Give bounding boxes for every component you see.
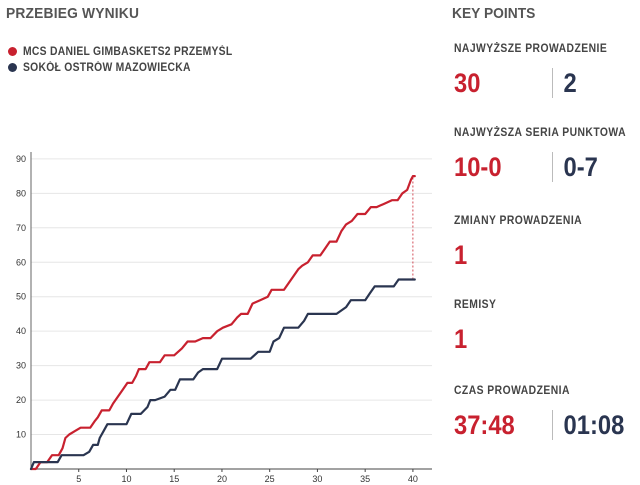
- highest-lead-label: NAJWYŻSZE PROWADZENIE: [454, 43, 608, 55]
- legend-label-home: MCS DANIEL GIMBASKETS2 PRZEMYŚL: [23, 45, 233, 58]
- longest-run-label: NAJWYŻSZA SERIA PUNKTOWA: [454, 127, 626, 139]
- time-leading-section: CZAS PROWADZENIA 37:48 01:08: [454, 385, 634, 441]
- y-tick-label: 60: [16, 257, 26, 267]
- ties-label: REMISY: [454, 299, 497, 311]
- score-progression-title: PRZEBIEG WYNIKU: [6, 5, 140, 22]
- x-tick-label: 30: [312, 474, 322, 484]
- x-tick-label: 20: [217, 474, 227, 484]
- y-tick-label: 90: [16, 154, 26, 164]
- x-tick-label: 40: [408, 474, 418, 484]
- legend-item-home: MCS DANIEL GIMBASKETS2 PRZEMYŚL: [8, 44, 256, 59]
- y-tick-label: 20: [16, 395, 26, 405]
- y-tick-label: 40: [16, 326, 26, 336]
- time-leading-home: 37:48: [454, 410, 515, 440]
- series-line-home: [29, 175, 416, 471]
- divider: [552, 152, 553, 182]
- longest-run-away: 0-7: [563, 152, 598, 182]
- y-tick-label: 30: [16, 361, 26, 371]
- x-tick-label: 25: [265, 474, 275, 484]
- time-leading-label: CZAS PROWADZENIA: [454, 385, 570, 397]
- highest-lead-section: NAJWYŻSZE PROWADZENIE 30 2: [454, 43, 634, 99]
- x-tick-label: 15: [169, 474, 179, 484]
- divider: [551, 410, 553, 440]
- chart-legend: MCS DANIEL GIMBASKETS2 PRZEMYŚL SOKÓŁ OS…: [8, 44, 256, 76]
- lead-changes-label: ZMIANY PROWADZENIA: [454, 215, 583, 227]
- y-tick-label: 70: [16, 223, 26, 233]
- divider: [552, 68, 553, 98]
- series-line-away: [29, 278, 416, 471]
- highest-lead-away: 2: [563, 68, 577, 98]
- y-tick-label: 50: [16, 292, 26, 302]
- score-progression-chart: 10 20 30 40 50 60 70 80 90 5 10 15 20 25 30 35 40: [16, 152, 432, 484]
- key-points-title: KEY POINTS: [452, 5, 536, 22]
- legend-label-away: SOKÓŁ OSTRÓW MAZOWIECKA: [23, 61, 191, 74]
- legend-item-away: SOKÓŁ OSTRÓW MAZOWIECKA: [8, 60, 256, 75]
- x-tick-label: 5: [76, 474, 81, 484]
- lead-changes-section: ZMIANY PROWADZENIA 1: [454, 215, 634, 271]
- legend-dot-home-icon: [8, 47, 17, 56]
- longest-run-home: 10-0: [454, 152, 502, 182]
- y-tick-label: 10: [16, 430, 26, 440]
- legend-dot-away-icon: [8, 63, 17, 72]
- lead-changes-value: 1: [454, 240, 468, 270]
- highest-lead-home: 30: [454, 68, 481, 98]
- x-tick-label: 35: [360, 474, 370, 484]
- x-tick-label: 10: [121, 474, 131, 484]
- time-leading-away: 01:08: [563, 410, 625, 440]
- longest-run-section: NAJWYŻSZA SERIA PUNKTOWA 10-0 0-7: [454, 127, 634, 183]
- ties-section: REMISY 1: [454, 299, 634, 355]
- ties-value: 1: [454, 324, 468, 354]
- y-tick-label: 80: [16, 188, 26, 198]
